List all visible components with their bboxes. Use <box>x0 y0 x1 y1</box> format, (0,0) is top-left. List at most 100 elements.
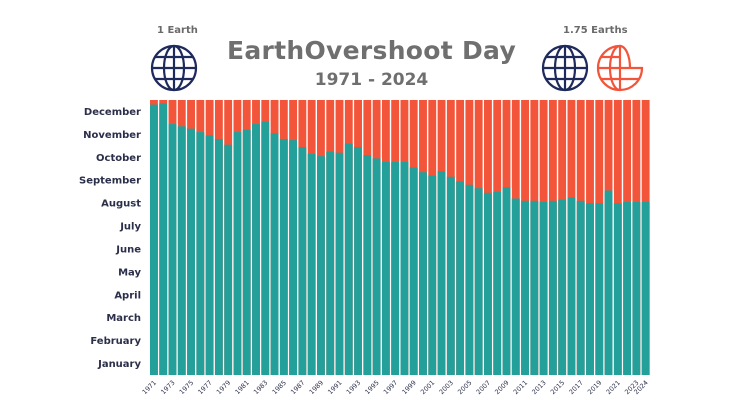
bar-1996 <box>381 161 390 376</box>
x-tick-label: 2013 <box>530 379 547 396</box>
y-tick-label: December <box>84 107 141 118</box>
x-tick-label: 2007 <box>475 379 492 396</box>
bar-1973 <box>168 124 177 375</box>
bar-2007 <box>484 192 492 375</box>
bar-1974 <box>177 126 186 375</box>
y-tick-label: October <box>96 153 141 164</box>
x-tick-label: 1993 <box>345 379 362 396</box>
bar-1992 <box>344 143 353 375</box>
x-axis-labels: 1971 1973 1975 1977 1979 1981 1983 1985 1987 1989… <box>141 379 650 396</box>
y-tick-label: February <box>90 336 141 347</box>
bar-2004 <box>456 181 465 375</box>
bar-1984 <box>270 133 279 375</box>
bar-2023 <box>632 201 641 375</box>
x-tick-label: 1985 <box>271 379 288 396</box>
bar-2000 <box>419 172 427 375</box>
bar-2009 <box>502 187 511 375</box>
bar-1985 <box>279 138 288 375</box>
bar-2015 <box>558 199 567 375</box>
bar-2020 <box>604 190 613 375</box>
bar-2003 <box>446 176 455 375</box>
bar-1975 <box>187 128 195 375</box>
bar-1980 <box>233 132 242 375</box>
bar-2014 <box>548 200 557 375</box>
bar-2012 <box>530 200 539 375</box>
x-tick-label: 2015 <box>549 379 566 396</box>
bar-2005 <box>465 184 474 375</box>
x-tick-label: 2011 <box>512 379 529 396</box>
bar-2018 <box>586 203 594 376</box>
x-tick-label: 2019 <box>586 379 603 396</box>
bar-1987 <box>298 146 307 375</box>
chart-subtitle: 1971 - 2024 <box>314 70 429 90</box>
x-tick-label: 2021 <box>605 379 622 396</box>
x-tick-label: 1997 <box>382 379 399 396</box>
x-tick-label: 1975 <box>178 379 195 396</box>
y-axis-labels: January February March April May June July Augu… <box>79 107 141 370</box>
bar-1991 <box>335 152 344 375</box>
y-tick-label: June <box>115 244 141 255</box>
bar-1989 <box>317 156 325 375</box>
y-tick-label: September <box>79 176 141 187</box>
bar-2001 <box>428 175 437 376</box>
bar-1997 <box>391 161 400 376</box>
chart-title: EarthOvershoot Day <box>226 36 517 65</box>
x-tick-label: 2005 <box>456 379 473 396</box>
bar-1981 <box>242 129 251 375</box>
x-tick-label: 1973 <box>159 379 176 396</box>
bar-1994 <box>363 155 372 375</box>
x-tick-label: 2001 <box>419 379 436 396</box>
x-tick-label: 1983 <box>252 379 269 396</box>
bars-group <box>150 100 650 376</box>
bar-1972 <box>159 103 168 375</box>
one-earth-label: 1 Earth <box>157 25 198 36</box>
x-tick-label: 1991 <box>326 379 343 396</box>
x-tick-label: 2017 <box>567 379 584 396</box>
bar-2013 <box>539 201 548 375</box>
x-tick-label: 1979 <box>215 379 232 396</box>
bar-2010 <box>511 198 520 375</box>
bar-1998 <box>400 161 409 376</box>
bar-2024 <box>641 201 650 375</box>
bar-1990 <box>326 151 335 375</box>
bar-1999 <box>409 167 418 375</box>
y-tick-label: January <box>97 359 141 370</box>
x-tick-label: 2003 <box>438 379 455 396</box>
bar-2021 <box>613 203 622 376</box>
bar-1983 <box>261 121 270 376</box>
x-tick-label: 1987 <box>289 379 306 396</box>
x-tick-label: 1971 <box>141 379 158 396</box>
y-tick-label: August <box>101 199 141 210</box>
y-tick-label: November <box>83 130 141 141</box>
y-tick-label: March <box>106 313 141 324</box>
x-tick-label: 1999 <box>400 379 417 396</box>
bar-1979 <box>224 144 233 375</box>
bar-1995 <box>372 158 381 375</box>
bar-1982 <box>252 124 260 375</box>
x-tick-label: 2009 <box>493 379 510 396</box>
x-tick-label: 1977 <box>196 379 213 396</box>
bar-1988 <box>307 153 316 375</box>
bar-2008 <box>493 191 502 375</box>
x-tick-label: 1989 <box>308 379 325 396</box>
bar-2011 <box>521 200 529 375</box>
y-tick-label: July <box>119 222 141 233</box>
y-tick-label: May <box>118 267 141 278</box>
bar-2006 <box>474 188 483 375</box>
bar-1993 <box>354 146 362 375</box>
bar-2019 <box>595 203 604 376</box>
bar-1971 <box>150 104 158 375</box>
y-tick-label: April <box>114 290 141 301</box>
bar-1986 <box>289 140 298 375</box>
x-tick-label: 1995 <box>363 379 380 396</box>
bar-1978 <box>214 138 223 375</box>
earths-count-label: 1.75 Earths <box>563 25 628 36</box>
x-tick-label: 1981 <box>233 379 250 396</box>
bar-2017 <box>576 200 585 375</box>
bar-1976 <box>196 132 205 375</box>
bar-2002 <box>437 171 446 375</box>
bar-2016 <box>567 197 576 375</box>
bar-2022 <box>623 201 632 375</box>
bar-1977 <box>205 135 214 375</box>
